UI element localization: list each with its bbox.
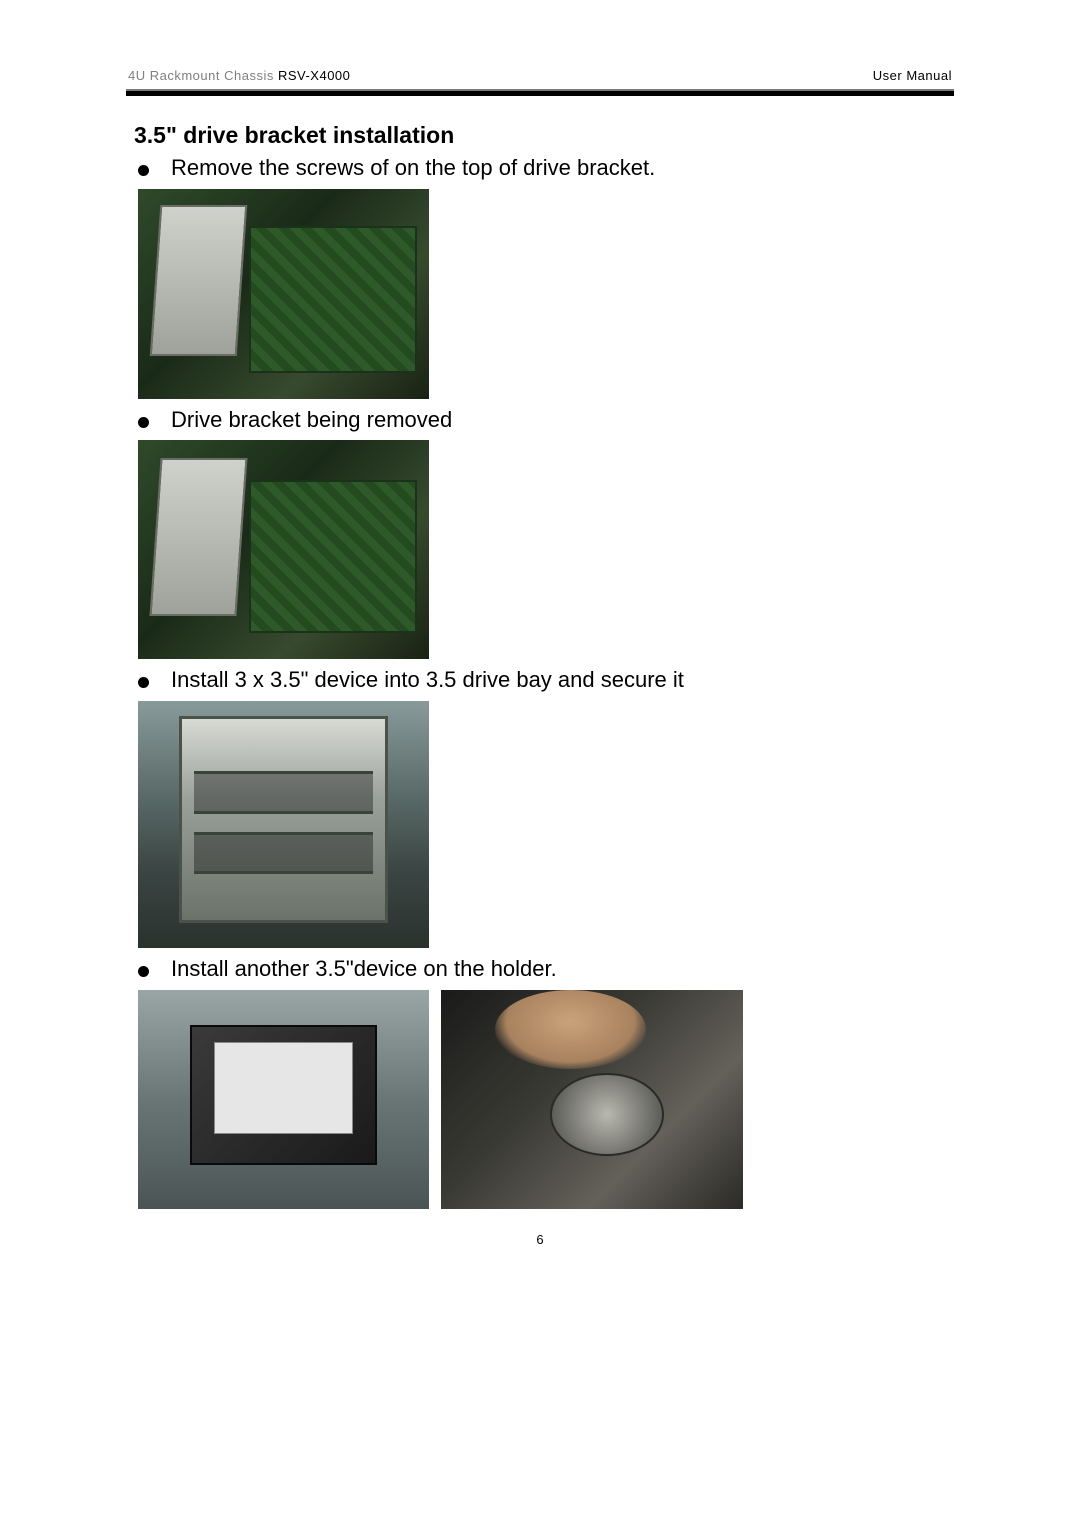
photo-overlay bbox=[179, 716, 389, 923]
header-rule-thick bbox=[126, 91, 954, 96]
photo-row bbox=[138, 189, 954, 399]
bullet-line: Install 3 x 3.5" device into 3.5 drive b… bbox=[134, 665, 954, 695]
step-text: Drive bracket being removed bbox=[171, 405, 452, 435]
photo-overlay bbox=[150, 458, 248, 616]
step-text: Install 3 x 3.5" device into 3.5 drive b… bbox=[171, 665, 684, 695]
photo-row bbox=[138, 440, 954, 659]
list-item: Install 3 x 3.5" device into 3.5 drive b… bbox=[134, 665, 954, 948]
step-text: Install another 3.5"device on the holder… bbox=[171, 954, 557, 984]
photo-overlay bbox=[214, 1042, 354, 1134]
instruction-photo bbox=[138, 440, 429, 659]
page-header: 4U Rackmount Chassis RSV-X4000 User Manu… bbox=[126, 68, 954, 89]
list-item: Drive bracket being removed bbox=[134, 405, 954, 660]
instruction-photo bbox=[138, 701, 429, 948]
step-text: Remove the screws of on the top of drive… bbox=[171, 153, 655, 183]
photo-overlay bbox=[249, 226, 418, 373]
header-prefix: 4U Rackmount Chassis bbox=[128, 68, 274, 83]
step-list: Remove the screws of on the top of drive… bbox=[134, 153, 954, 1209]
photo-row bbox=[138, 701, 954, 948]
photo-overlay bbox=[495, 990, 646, 1069]
bullet-icon bbox=[138, 677, 149, 688]
page-number: 6 bbox=[0, 1232, 1080, 1247]
list-item: Remove the screws of on the top of drive… bbox=[134, 153, 954, 399]
header-model: RSV-X4000 bbox=[278, 68, 350, 83]
header-right: User Manual bbox=[873, 68, 952, 83]
photo-overlay bbox=[550, 1073, 665, 1156]
section-title: 3.5" drive bracket installation bbox=[134, 122, 954, 149]
bullet-line: Install another 3.5"device on the holder… bbox=[134, 954, 954, 984]
bullet-line: Drive bracket being removed bbox=[134, 405, 954, 435]
instruction-photo bbox=[138, 189, 429, 399]
manual-page: 4U Rackmount Chassis RSV-X4000 User Manu… bbox=[0, 0, 1080, 1209]
bullet-icon bbox=[138, 417, 149, 428]
instruction-photo bbox=[441, 990, 743, 1209]
photo-overlay bbox=[150, 205, 248, 356]
header-left: 4U Rackmount Chassis RSV-X4000 bbox=[128, 68, 350, 83]
photo-overlay bbox=[249, 480, 418, 633]
instruction-photo bbox=[138, 990, 429, 1209]
bullet-line: Remove the screws of on the top of drive… bbox=[134, 153, 954, 183]
photo-row bbox=[138, 990, 954, 1209]
bullet-icon bbox=[138, 966, 149, 977]
bullet-icon bbox=[138, 165, 149, 176]
list-item: Install another 3.5"device on the holder… bbox=[134, 954, 954, 1209]
